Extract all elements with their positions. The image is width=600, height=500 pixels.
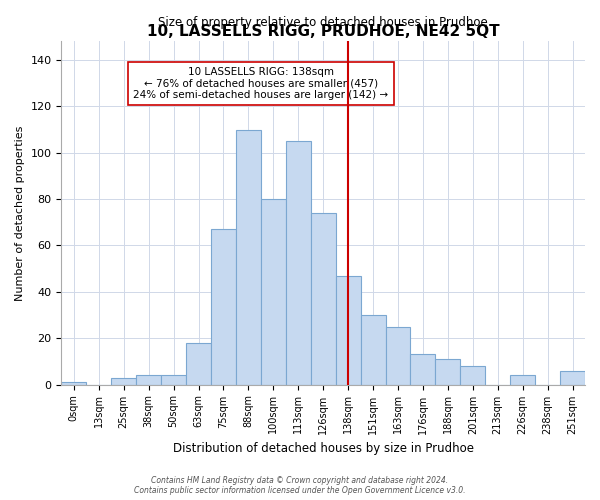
Bar <box>111 378 136 384</box>
Bar <box>560 370 585 384</box>
Bar <box>61 382 86 384</box>
Bar <box>186 343 211 384</box>
Bar <box>261 199 286 384</box>
Bar <box>136 376 161 384</box>
Bar <box>286 141 311 384</box>
Text: Size of property relative to detached houses in Prudhoe: Size of property relative to detached ho… <box>158 16 488 30</box>
Bar <box>236 130 261 384</box>
Bar <box>335 276 361 384</box>
X-axis label: Distribution of detached houses by size in Prudhoe: Distribution of detached houses by size … <box>173 442 474 455</box>
Bar <box>361 315 386 384</box>
Bar <box>311 213 335 384</box>
Bar <box>510 376 535 384</box>
Bar <box>386 326 410 384</box>
Bar <box>460 366 485 384</box>
Text: Contains HM Land Registry data © Crown copyright and database right 2024.
Contai: Contains HM Land Registry data © Crown c… <box>134 476 466 495</box>
Text: 10 LASSELLS RIGG: 138sqm
← 76% of detached houses are smaller (457)
24% of semi-: 10 LASSELLS RIGG: 138sqm ← 76% of detach… <box>133 67 388 100</box>
Y-axis label: Number of detached properties: Number of detached properties <box>15 126 25 300</box>
Bar <box>436 359 460 384</box>
Bar <box>410 354 436 384</box>
Bar <box>211 229 236 384</box>
Bar <box>161 376 186 384</box>
Title: 10, LASSELLS RIGG, PRUDHOE, NE42 5QT: 10, LASSELLS RIGG, PRUDHOE, NE42 5QT <box>147 24 500 39</box>
